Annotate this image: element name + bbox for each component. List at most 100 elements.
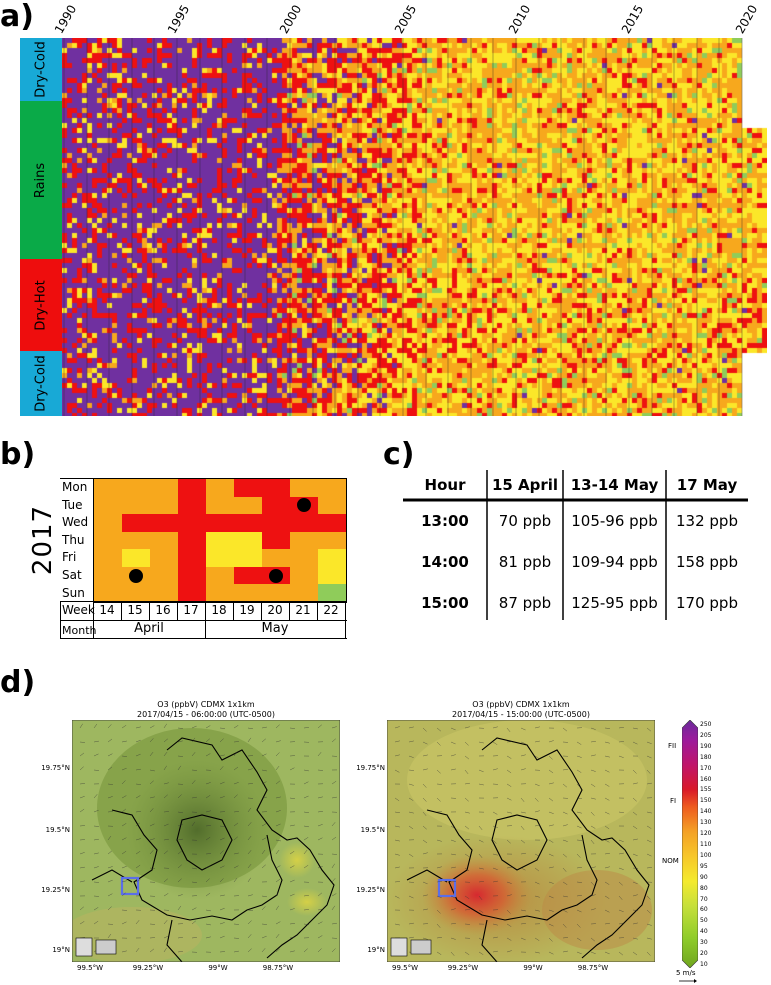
map1-lat-tick: 19°N: [52, 946, 70, 954]
calendar-cell: [150, 566, 178, 585]
week-divider: [149, 601, 150, 620]
year-tick-2010: 2010: [505, 2, 534, 36]
calendar-cell: [234, 496, 262, 515]
map2-lon-tick: 99.25°W: [447, 964, 479, 972]
calendar-cell: [150, 514, 178, 533]
colorbar-tick-205: 205: [700, 731, 712, 739]
month-axis-line-bottom: [60, 638, 347, 639]
calendar-cell: [122, 479, 150, 498]
week-divider: [345, 601, 346, 638]
table-hour-cell: 15:00: [421, 594, 469, 612]
year-tick-1995: 1995: [164, 2, 193, 36]
calendar-cell: [122, 496, 150, 515]
colorbar-tick-155: 155: [700, 786, 712, 794]
colorbar: [682, 720, 698, 968]
calendar-year-text: 2017: [28, 504, 59, 576]
calendar-cell: [94, 549, 122, 568]
axis-vline: [60, 601, 61, 638]
week-divider: [289, 601, 290, 620]
colorbar-tick-120: 120: [700, 830, 712, 838]
calendar-cell: [262, 479, 290, 498]
calendar-cell: [290, 566, 318, 585]
panel-a-label: a): [0, 0, 34, 34]
calendar-cell: [262, 496, 290, 515]
colorbar-tick-140: 140: [700, 808, 712, 816]
table-value-cell: 170 ppb: [676, 594, 738, 612]
calendar-grid: [93, 478, 347, 603]
calendar-cell: [94, 566, 122, 585]
map1-title-line2: 2017/04/15 - 06:00:00 (UTC-0500): [137, 710, 275, 719]
colorbar-tick-160: 160: [700, 775, 712, 783]
week-tick-14: 14: [99, 603, 115, 617]
map2-lat-tick: 19.25°N: [356, 886, 385, 894]
calendar-cell: [122, 584, 150, 603]
calendar-cell: [94, 514, 122, 533]
week-tick-18: 18: [211, 603, 227, 617]
day-label-sun: Sun: [62, 585, 85, 600]
calendar-cell: [234, 566, 262, 585]
calendar-cell: [122, 514, 150, 533]
table-value-cell: 70 ppb: [498, 512, 552, 530]
calendar-cell: [178, 496, 206, 515]
year-tick-2020: 2020: [732, 2, 761, 36]
table-value-cell: 158 ppb: [676, 553, 738, 571]
colorbar-tick-70: 70: [700, 895, 708, 903]
calendar-cell: [234, 479, 262, 498]
month-divider: [205, 620, 206, 638]
week-tick-17: 17: [183, 603, 199, 617]
panel-b-label: b): [0, 437, 36, 472]
calendar-cell: [262, 531, 290, 550]
calendar-marker-dot: [129, 568, 143, 583]
calendar-cell: [318, 514, 346, 533]
calendar-cell: [234, 549, 262, 568]
colorbar-tick-130: 130: [700, 819, 712, 827]
calendar-cell: [150, 549, 178, 568]
table-header-15april: 15 April: [491, 476, 559, 494]
month-may: May: [261, 621, 289, 636]
year-tick-2000: 2000: [276, 2, 305, 36]
colorbar-tick-80: 80: [700, 884, 708, 892]
table-value-cell: 109-94 ppb: [571, 553, 658, 571]
calendar-cell: [178, 479, 206, 498]
table-hour-cell: 14:00: [421, 553, 469, 571]
map1-title-line1: O3 (ppbV) CDMX 1x1km: [157, 700, 255, 709]
day-label-sat: Sat: [62, 568, 82, 582]
calendar-cell: [234, 514, 262, 533]
table-header-13-14may: 13-14 May: [570, 476, 659, 494]
calendar-cell: [234, 584, 262, 603]
month-april: April: [134, 621, 164, 636]
map1-lon-tick: 99°W: [208, 964, 228, 972]
calendar-cell: [318, 566, 346, 585]
calendar-cell: [150, 584, 178, 603]
colorbar-tick-150: 150: [700, 797, 712, 805]
colorbar-tick-10: 10: [700, 961, 708, 968]
week-tick-21: 21: [295, 603, 311, 617]
calendar-cell: [94, 479, 122, 498]
table-value-cell: 125-95 ppb: [571, 594, 658, 612]
map2-lon-tick: 99.5°W: [391, 964, 418, 972]
table-lines: [403, 470, 748, 620]
calendar-cell: [206, 566, 234, 585]
day-label-fri: Fri: [62, 550, 77, 565]
map2-lon-tick: 99°W: [523, 964, 543, 972]
map2-title: O3 (ppbV) CDMX 1x1km 2017/04/15 - 15:00:…: [387, 700, 655, 720]
panel-a-season-bar: Dry-Cold Rains Dry-Hot Dry-Cold: [20, 38, 62, 416]
season-dry-cold-0: Dry-Cold: [20, 38, 62, 101]
week-divider: [121, 601, 122, 620]
map1-title: O3 (ppbV) CDMX 1x1km 2017/04/15 - 06:00:…: [72, 700, 340, 720]
season-label: Dry-Cold: [33, 41, 49, 98]
calendar-cell: [206, 531, 234, 550]
map1-lat-tick: 19.5°N: [45, 826, 70, 834]
week-tick-15: 15: [127, 603, 143, 617]
colorbar-tick-180: 180: [700, 753, 712, 761]
colorbar-marker-nom: NOM: [662, 857, 679, 865]
calendar-cell: [290, 479, 318, 498]
colorbar-tick-50: 50: [700, 917, 708, 925]
season-dry-hot-2: Dry-Hot: [20, 259, 62, 351]
season-label: Dry-Cold: [33, 355, 49, 412]
month-label: Month: [62, 624, 97, 637]
calendar-year: 2017: [28, 480, 58, 600]
calendar-cell: [318, 549, 346, 568]
map1-lat-tick: 19.25°N: [41, 886, 70, 894]
calendar-cell: [150, 496, 178, 515]
